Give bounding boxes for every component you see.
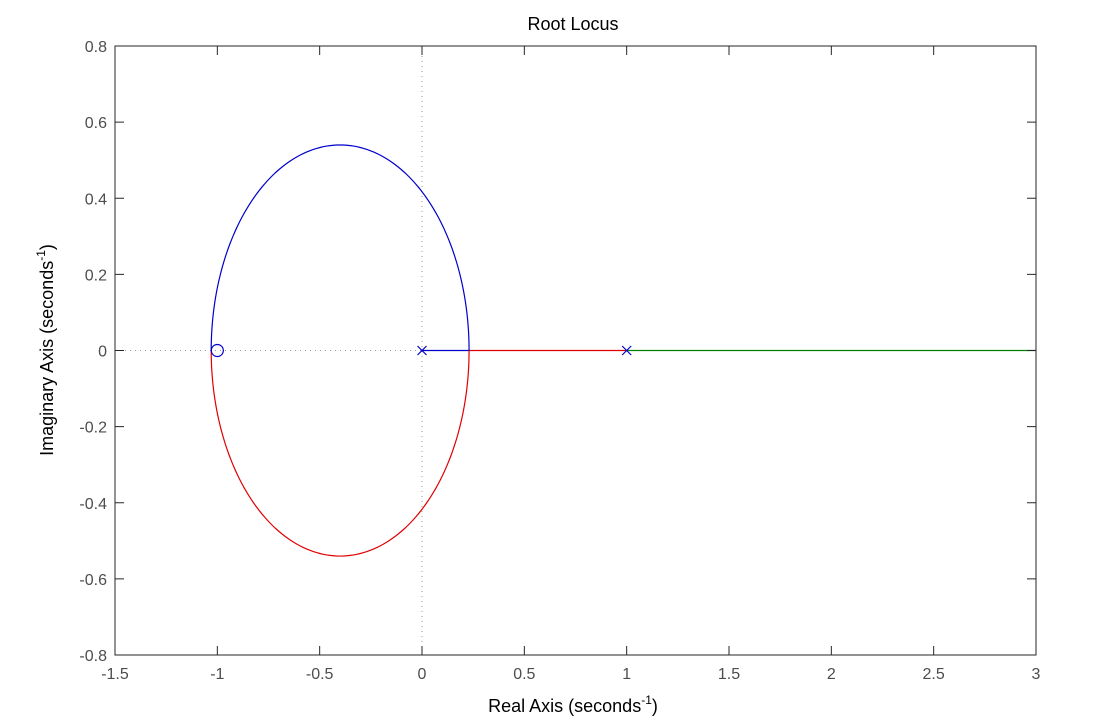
y-tick-label: -0.6 <box>79 572 107 589</box>
x-tick-label: 1 <box>622 666 631 683</box>
chart-title: Root Locus <box>527 14 618 34</box>
zero-marker <box>210 343 224 358</box>
y-axis-ticks: -0.8 -0.6 -0.4 -0.2 0 0.2 0.4 0.6 0.8 <box>79 39 1036 665</box>
pole-marker <box>621 345 632 356</box>
x-tick-label: 0 <box>418 666 427 683</box>
x-tick-label: -1.5 <box>101 666 129 683</box>
y-tick-label: -0.8 <box>79 648 107 665</box>
y-tick-label: 0.4 <box>85 191 107 208</box>
x-tick-label: 2.5 <box>923 666 945 683</box>
x-axis-label: Real Axis (seconds-1) <box>488 693 658 716</box>
series-layer <box>210 144 1036 557</box>
x-tick-label: 2 <box>827 666 836 683</box>
x-axis-ticks: -1.5 -1 -0.5 0 0.5 1 1.5 2 2.5 3 <box>101 46 1041 683</box>
x-tick-label: 3 <box>1032 666 1041 683</box>
y-tick-label: -0.4 <box>79 496 107 513</box>
y-tick-label: 0.8 <box>85 39 107 56</box>
y-axis-label: Imaginary Axis (seconds-1) <box>34 244 57 456</box>
x-tick-label: 1.5 <box>718 666 740 683</box>
y-tick-label: 0 <box>98 344 107 361</box>
y-tick-label: -0.2 <box>79 420 107 437</box>
pole-marker <box>417 345 427 356</box>
marker-layer <box>210 343 632 358</box>
locus-branch-2 <box>210 349 627 557</box>
y-tick-label: 0.6 <box>85 115 107 132</box>
y-tick-label: 0.2 <box>85 267 107 284</box>
x-tick-label: 0.5 <box>513 666 535 683</box>
locus-branch-1 <box>210 144 471 352</box>
x-tick-label: -0.5 <box>306 666 334 683</box>
x-tick-label: -1 <box>210 666 224 683</box>
